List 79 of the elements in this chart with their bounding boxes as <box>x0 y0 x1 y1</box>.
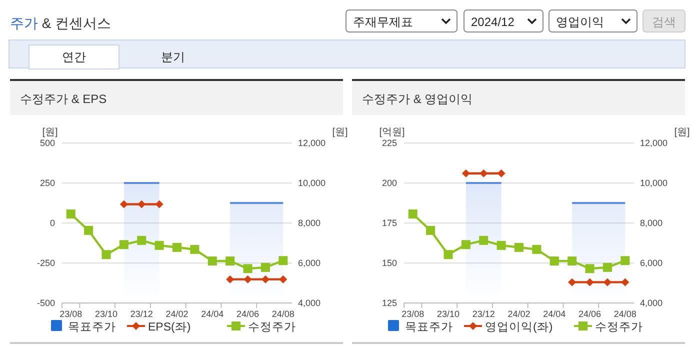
text: 연간 <box>62 50 86 64</box>
point <box>426 226 436 235</box>
x-tick-label: 23/12 <box>130 309 153 319</box>
legend-label: 수정주가 <box>595 322 643 334</box>
point <box>532 244 542 254</box>
x-tick-label: 24/02 <box>508 309 530 319</box>
text: 주가 & 컨센서스 <box>10 15 112 31</box>
point <box>190 244 200 254</box>
legend-label: 영업이익(좌) <box>485 322 553 334</box>
chart-title: 수정주가 & 영업이익 <box>362 92 473 106</box>
legend-label: 수정주가 <box>248 322 296 334</box>
y-tick-label: 250 <box>40 178 55 188</box>
x-tick-label: 24/06 <box>578 309 602 319</box>
point <box>461 240 470 250</box>
point <box>66 210 76 218</box>
y-axis-title: [원] <box>42 127 58 138</box>
y-tick-label: 0 <box>50 218 55 228</box>
point <box>514 242 524 252</box>
point <box>84 226 94 235</box>
y-tick-label: -250 <box>36 258 55 268</box>
y2-tick-label: 6,000 <box>298 258 321 268</box>
y2-tick-label: 12,000 <box>298 138 326 148</box>
text: 주재무제표 <box>353 15 413 29</box>
y-tick-label: 500 <box>40 138 55 148</box>
text: 검색 <box>652 15 676 29</box>
legend-label: EPS(좌) <box>148 322 191 334</box>
point <box>602 262 612 272</box>
y-tick-label: 150 <box>382 258 397 268</box>
point <box>226 256 235 266</box>
x-tick-label: 24/04 <box>201 309 224 319</box>
x-tick-label: 24/06 <box>236 309 260 319</box>
y2-tick-label: 10,000 <box>640 178 668 188</box>
y2-tick-label: 4,000 <box>640 298 663 308</box>
x-tick-label: 23/10 <box>436 309 460 319</box>
point <box>154 240 164 250</box>
x-tick-label: 24/08 <box>614 309 636 319</box>
y2-tick-label: 12,000 <box>640 138 668 148</box>
y-tick-label: 200 <box>382 178 397 188</box>
point <box>479 236 488 245</box>
point <box>260 262 270 272</box>
y-axis-title: [억원] <box>379 127 405 138</box>
y2-tick-label: 10,000 <box>298 178 326 188</box>
x-tick-label: 23/08 <box>60 309 82 319</box>
point <box>102 250 111 260</box>
text: 2024/12 <box>471 15 515 29</box>
legend-label: 목표주가 <box>405 322 453 334</box>
y2-tick-label: 8,000 <box>298 218 321 228</box>
y2-tick-label: 4,000 <box>298 298 321 308</box>
y-tick-label: 175 <box>382 218 397 228</box>
x-tick-label: 23/12 <box>472 309 495 319</box>
y-tick-label: 225 <box>382 138 397 148</box>
y2-tick-label: 6,000 <box>640 258 663 268</box>
point <box>585 264 594 274</box>
point <box>568 256 577 266</box>
y2-axis-title: [원] <box>674 127 690 138</box>
point <box>408 210 418 218</box>
point <box>208 256 217 266</box>
y2-tick-label: 8,000 <box>640 218 663 228</box>
point <box>119 240 128 250</box>
legend-label: 목표주가 <box>68 322 116 334</box>
point <box>172 242 182 252</box>
x-tick-label: 24/02 <box>166 309 188 319</box>
y-tick-label: 125 <box>382 298 397 308</box>
x-tick-label: 23/10 <box>94 309 118 319</box>
text: 분기 <box>161 50 185 64</box>
point <box>550 256 559 266</box>
y-tick-label: -500 <box>36 298 55 308</box>
y2-axis-title: [원] <box>332 127 348 138</box>
x-tick-label: 23/08 <box>402 309 424 319</box>
chart-title: 수정주가 & EPS <box>20 92 107 106</box>
point <box>620 256 630 266</box>
point <box>444 250 453 260</box>
x-tick-label: 24/04 <box>543 309 566 319</box>
point <box>496 240 506 250</box>
x-tick-label: 24/08 <box>272 309 294 319</box>
point <box>278 256 288 266</box>
point <box>243 264 252 274</box>
text: 영업이익 <box>556 15 604 29</box>
point <box>137 236 146 245</box>
